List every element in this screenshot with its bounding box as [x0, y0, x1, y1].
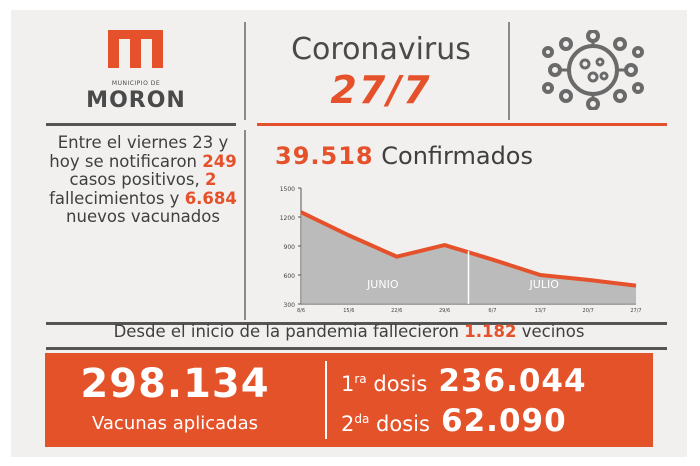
new-deaths-value: 2: [205, 170, 217, 189]
x-tick-label: 6/7: [488, 308, 496, 314]
y-tick-label: 1500: [280, 186, 295, 193]
confirmed-value: 39.518: [275, 142, 374, 170]
logo-subtitle: MUNICIPIO DE: [111, 80, 161, 87]
first-dose-label: 1ra dosis: [341, 372, 428, 396]
divider-right-upper: [257, 123, 667, 126]
divider-deaths-top: [46, 322, 667, 325]
new-vaccinated-value: 6.684: [184, 188, 237, 208]
divider-vertical-middle: [244, 130, 246, 320]
confirmed-cases: 39.518 Confirmados: [275, 142, 533, 170]
first-dose-row: 1ra dosis 236.044: [341, 363, 587, 399]
first-dose-value: 236.044: [438, 363, 587, 399]
deaths-text-after: vecinos: [521, 322, 585, 341]
x-tick-label: 22/6: [391, 308, 402, 314]
summary-text-2: casos positivos,: [69, 170, 200, 189]
new-cases-value: 249: [202, 151, 237, 171]
weekly-summary: Entre el viernes 23 y hoy se notificaron…: [43, 133, 243, 227]
region-label-junio: JUNIO: [366, 278, 399, 291]
x-tick-label: 20/7: [583, 308, 594, 314]
summary-text-3: fallecimientos y: [49, 188, 180, 208]
x-tick-label: 29/6: [439, 308, 450, 314]
total-deaths-value: 1.182: [464, 322, 517, 341]
total-deaths-line: Desde el inicio de la pandemia fallecier…: [11, 322, 687, 341]
y-tick-label: 900: [284, 244, 296, 251]
vaccines-divider: [325, 361, 327, 439]
x-tick-label: 27/7: [630, 308, 641, 314]
moron-logo: MUNICIPIO DE MORON: [66, 28, 206, 118]
vaccines-total-value: 298.134: [80, 361, 270, 407]
x-tick-label: 8/6: [297, 308, 305, 314]
report-date: 27/7: [330, 68, 432, 112]
y-tick-label: 600: [284, 273, 296, 280]
summary-text-4: nuevos vacunados: [66, 207, 220, 226]
divider-vertical-top-left: [244, 22, 246, 120]
vaccines-panel: 298.134 Vacunas aplicadas 1ra dosis 236.…: [45, 353, 653, 447]
infographic-card: MUNICIPIO DE MORON Coronavirus 27/7: [11, 10, 687, 457]
deaths-text-before: Desde el inicio de la pandemia fallecier…: [113, 322, 459, 341]
second-dose-value: 62.090: [441, 403, 567, 439]
x-tick-label: 15/6: [343, 308, 354, 314]
logo-name: MORON: [86, 88, 186, 113]
divider-vertical-top-right: [508, 22, 510, 120]
divider-deaths-bottom: [46, 347, 667, 350]
y-tick-label: 1200: [280, 215, 295, 222]
second-dose-label: 2da dosis: [341, 412, 430, 436]
municipality-logo-icon: [108, 30, 163, 68]
region-label-julio: JULIO: [529, 278, 560, 291]
divider-left-upper: [46, 123, 236, 126]
vaccines-total-label: Vacunas aplicadas: [91, 413, 258, 434]
virus-icon: [542, 30, 644, 110]
page-title: Coronavirus: [291, 32, 471, 67]
summary-text-1: Entre el viernes 23 y hoy se notificaron: [49, 133, 229, 171]
x-tick-label: 13/7: [535, 308, 546, 314]
y-tick-label: 300: [284, 302, 296, 309]
confirmed-label: Confirmados: [381, 142, 533, 170]
second-dose-row: 2da dosis 62.090: [341, 403, 567, 439]
